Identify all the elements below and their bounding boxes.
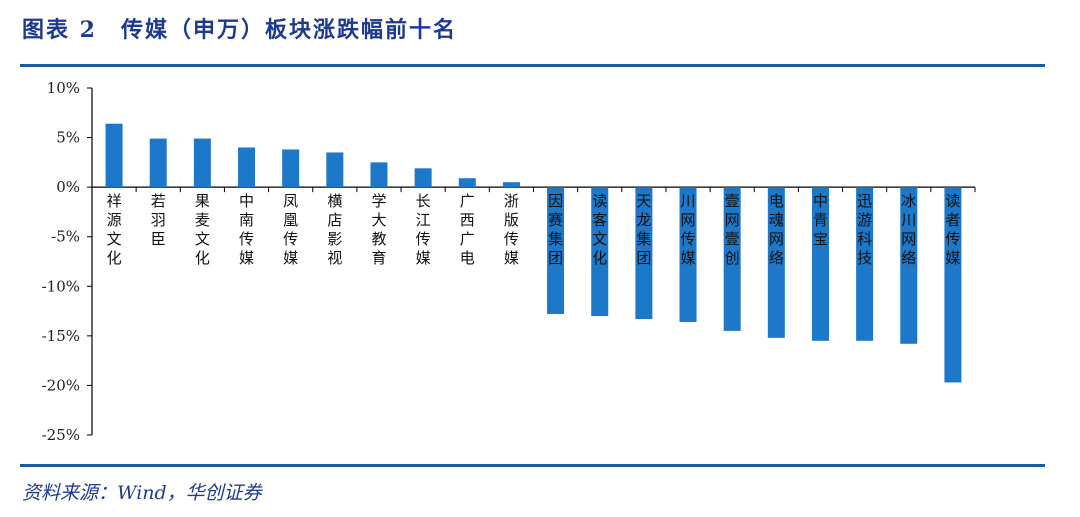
top-rule — [20, 64, 1045, 67]
category-label: 果麦文化 — [195, 192, 210, 267]
category-label: 横店影视 — [327, 192, 342, 267]
y-tick-label: -5% — [51, 228, 80, 246]
category-label: 读客文化 — [592, 192, 607, 267]
bar — [370, 162, 388, 188]
bar — [635, 187, 653, 320]
category-label: 因赛集团 — [548, 192, 563, 267]
category-label: 冰川网络 — [901, 192, 916, 267]
category-label: 广西广电 — [460, 192, 475, 267]
y-tick-label: -20% — [42, 376, 80, 394]
category-label: 浙版传媒 — [504, 192, 519, 267]
bar — [547, 187, 565, 315]
category-label: 读者传媒 — [945, 192, 960, 267]
bar — [723, 187, 741, 331]
source-note: 资料来源：Wind，华创证券 — [22, 482, 262, 504]
y-tick-label: 5% — [56, 129, 80, 147]
bar — [811, 187, 829, 341]
bar — [591, 187, 609, 317]
bar — [149, 138, 167, 188]
category-label: 长江传媒 — [416, 192, 431, 267]
bar — [105, 123, 123, 188]
bar — [193, 138, 211, 188]
category-label: 壹网壹创 — [725, 192, 740, 267]
bottom-rule — [20, 464, 1045, 467]
chart-bars — [105, 123, 962, 383]
category-label: 凤凰传媒 — [283, 192, 298, 267]
category-label: 学大教育 — [371, 192, 386, 267]
category-label: 电魂网络 — [769, 192, 784, 267]
y-tick-label: -10% — [42, 277, 80, 295]
bar — [944, 187, 962, 383]
chart-axes — [87, 87, 976, 436]
y-tick-label: 0% — [56, 178, 80, 196]
category-label: 川网传媒 — [681, 192, 696, 267]
figure-title: 图表 2 传媒（申万）板块涨跌幅前十名 — [22, 17, 457, 43]
bar — [458, 178, 476, 188]
bar — [238, 147, 256, 188]
bar — [502, 182, 520, 188]
y-tick-label: -15% — [42, 327, 80, 345]
category-label: 天龙集团 — [636, 192, 651, 267]
bar — [856, 187, 874, 341]
y-tick-labels: 10% 5% 0% -5% -10% -15% -20% -25% — [42, 79, 80, 444]
y-tick-label: 10% — [47, 79, 80, 97]
category-label: 中南传媒 — [239, 192, 254, 267]
category-label: 祥源文化 — [107, 192, 122, 267]
category-label: 中青宝 — [813, 192, 828, 248]
bar — [900, 187, 918, 344]
category-label: 迅游科技 — [857, 192, 872, 267]
bar — [282, 149, 300, 188]
bar — [679, 187, 697, 322]
bar — [767, 187, 785, 338]
bar — [414, 168, 432, 188]
category-label: 若羽臣 — [151, 192, 166, 248]
category-labels: 祥源文化 若羽臣 果麦文化 中南传媒 凤凰传媒 横店影视 学大教育 长江传媒 广西广电 浙版传媒 因… — [107, 192, 961, 267]
bar — [326, 152, 344, 188]
y-tick-label: -25% — [42, 426, 80, 444]
